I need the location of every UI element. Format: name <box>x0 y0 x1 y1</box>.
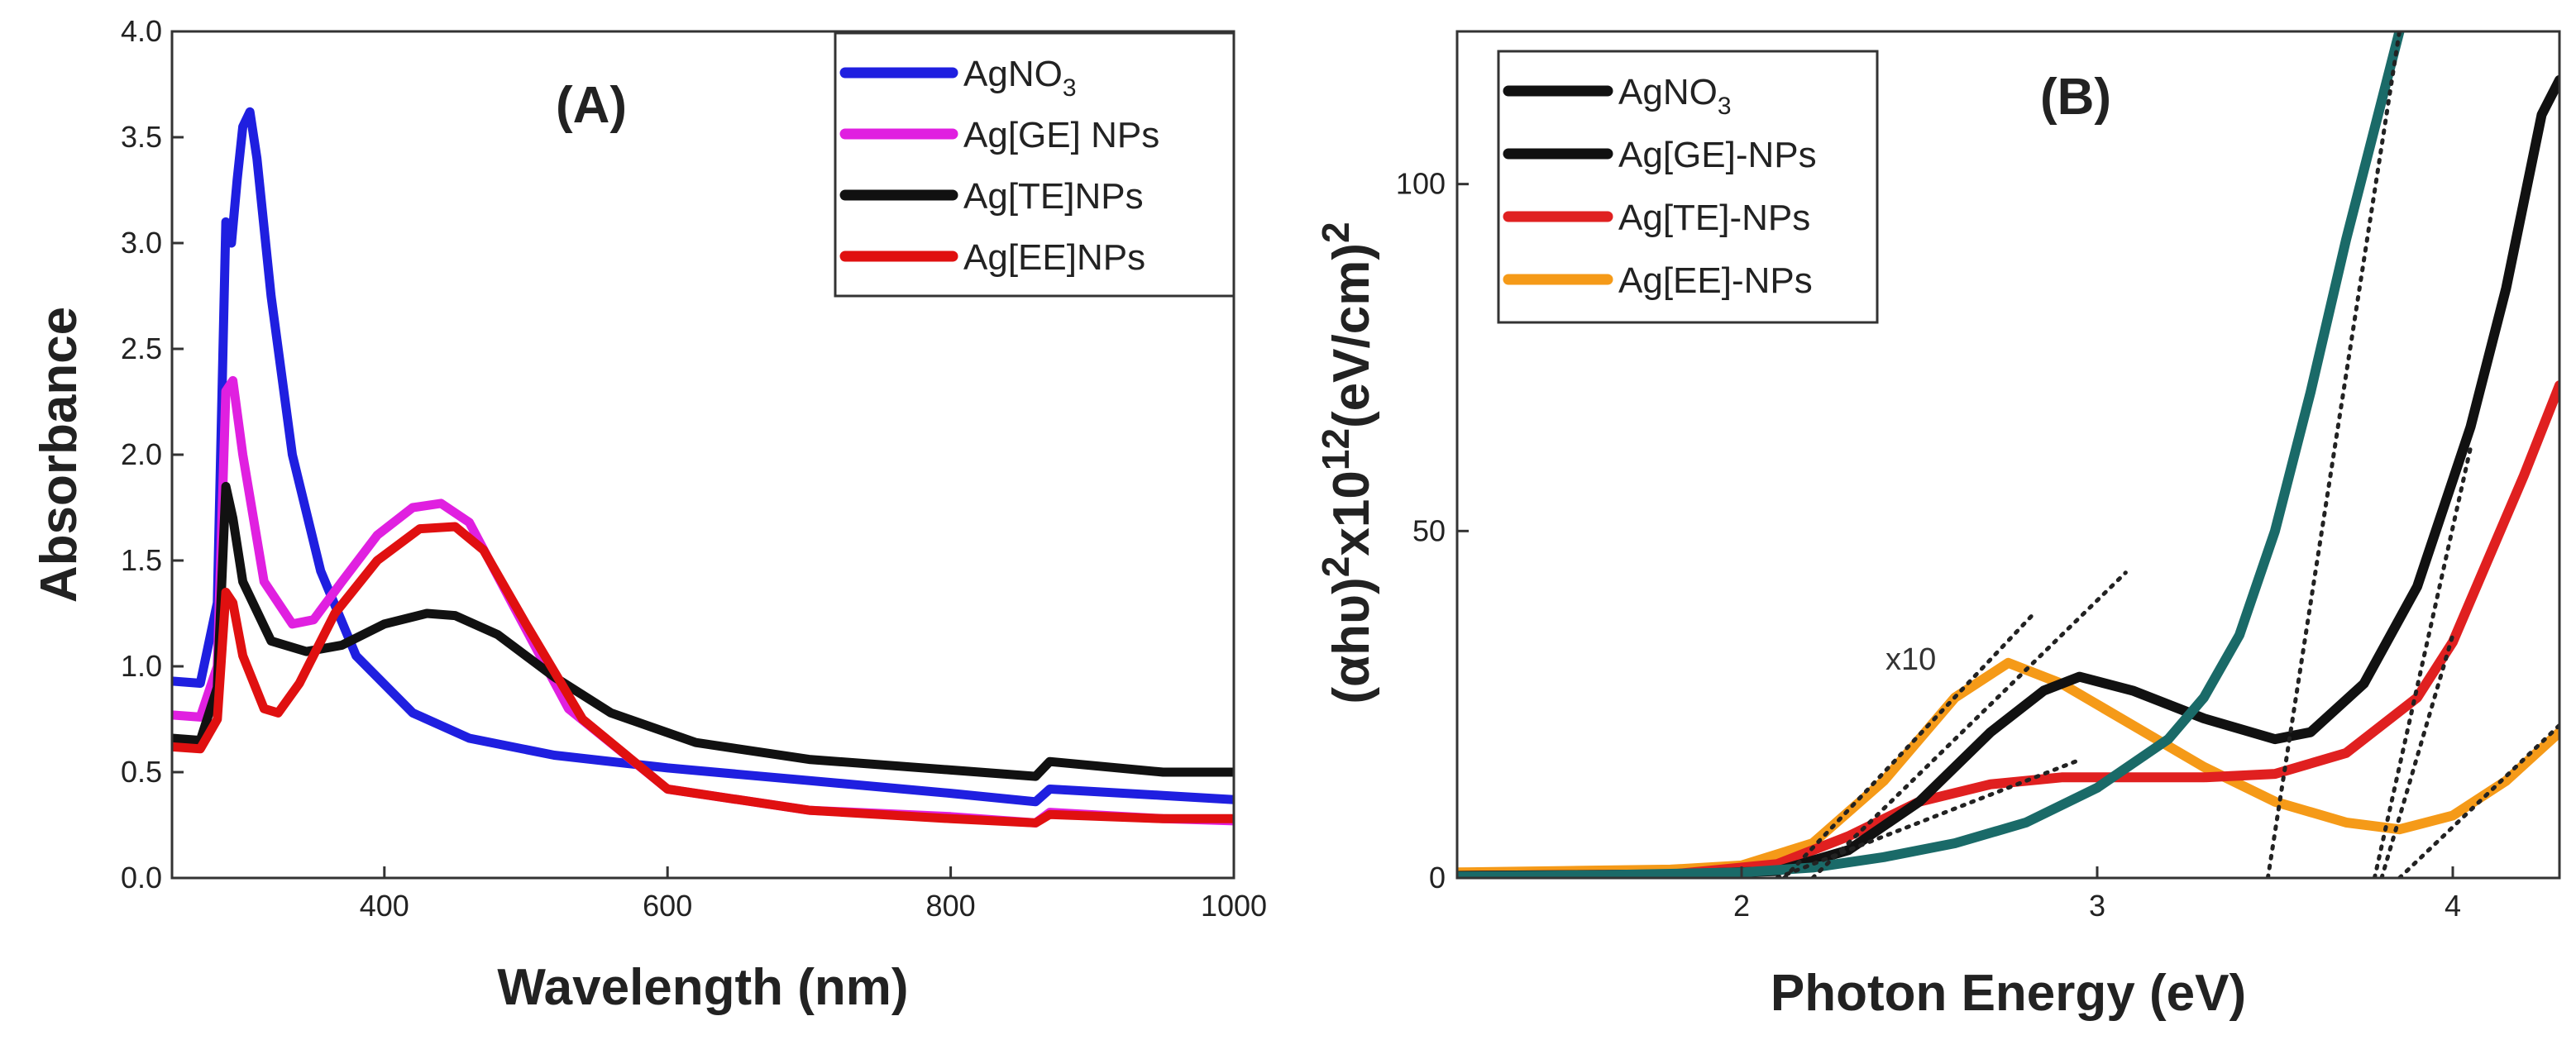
y-tick-label-a: 0.5 <box>121 755 162 789</box>
legend-label-b: AgNO3 <box>1618 72 1732 120</box>
series-line-a-3 <box>172 481 1234 781</box>
x-tick-label-b: 4 <box>2445 889 2461 923</box>
panel-a: 400 600 800 1000 0.0 0.5 1.0 1.5 2.0 2.5 3.0 3.5 4.0… <box>31 14 1267 1016</box>
x-axis-title-b: Photon Energy (eV) <box>1771 965 2246 1022</box>
legend-b: AgNO3 Ag[GE]-NPs Ag[TE]-NPs Ag[EE]-NPs <box>1497 50 1879 324</box>
x-tick-label-a: 600 <box>643 889 692 923</box>
fit-line <box>1810 570 2128 878</box>
y-tick-label-b: 50 <box>1412 513 1446 547</box>
fit-line <box>2397 723 2559 878</box>
legend-label-b: Ag[EE]-NPs <box>1618 260 1813 301</box>
x-tick-label-a: 800 <box>926 889 976 923</box>
series-line-b-1 <box>1457 31 2405 878</box>
panel-b: 2 3 4 0 50 100 Photon Energy (eV) (αhυ)2x1012(e… <box>1314 30 2561 1022</box>
fit-line <box>2265 31 2402 878</box>
legend-a: AgNO3 Ag[GE] NPs Ag[TE]NPs Ag[EE]NPs <box>834 31 1235 298</box>
y-tick-label-a: 0.0 <box>121 861 162 894</box>
y-tick-label-a: 1.0 <box>121 649 162 683</box>
series-line-a-4 <box>172 522 1234 828</box>
y-tick-label-a: 2.5 <box>121 332 162 365</box>
fit-line <box>2372 446 2473 878</box>
panel-a-series <box>172 107 1234 828</box>
y-axis-title-b: (αhυ)2x1012(eV/cm)2 <box>1314 222 1380 704</box>
legend-label-a: Ag[GE] NPs <box>963 115 1159 155</box>
x-tick-label-b: 2 <box>1733 889 1750 923</box>
legend-label-b: Ag[TE]-NPs <box>1618 198 1810 238</box>
panel-b-series <box>1457 31 2559 878</box>
x-axis-title-a: Wavelength (nm) <box>497 959 908 1016</box>
x-tick-label-a: 1000 <box>1201 889 1267 923</box>
annotation-x10: x10 <box>1885 642 1936 677</box>
x-tick-label-b: 3 <box>2089 889 2105 923</box>
fit-line <box>1775 757 2081 878</box>
series-line-a-1 <box>172 107 1234 807</box>
legend-label-a: Ag[EE]NPs <box>963 237 1145 278</box>
fit-line <box>2379 632 2455 878</box>
y-tick-label-b: 100 <box>1396 167 1446 201</box>
panel-label-a: (A) <box>556 77 627 134</box>
legend-label-a: Ag[TE]NPs <box>963 176 1144 217</box>
panel-b-frame <box>1455 30 2561 880</box>
y-axis-title-a: Absorbance <box>31 307 88 603</box>
y-tick-label-a: 2.0 <box>121 437 162 471</box>
y-tick-label-b: 0 <box>1429 861 1446 894</box>
y-tick-label-a: 3.5 <box>121 120 162 154</box>
y-tick-label-a: 4.0 <box>121 14 162 48</box>
y-tick-label-a: 1.5 <box>121 543 162 577</box>
legend-label-b: Ag[GE]-NPs <box>1618 135 1817 175</box>
x-tick-label-a: 400 <box>360 889 409 923</box>
panel-label-b: (B) <box>2040 69 2111 126</box>
series-line-a-2 <box>172 375 1234 828</box>
y-tick-label-a: 3.0 <box>121 226 162 260</box>
legend-label-a: AgNO3 <box>963 54 1077 102</box>
fit-line <box>1782 612 2036 878</box>
